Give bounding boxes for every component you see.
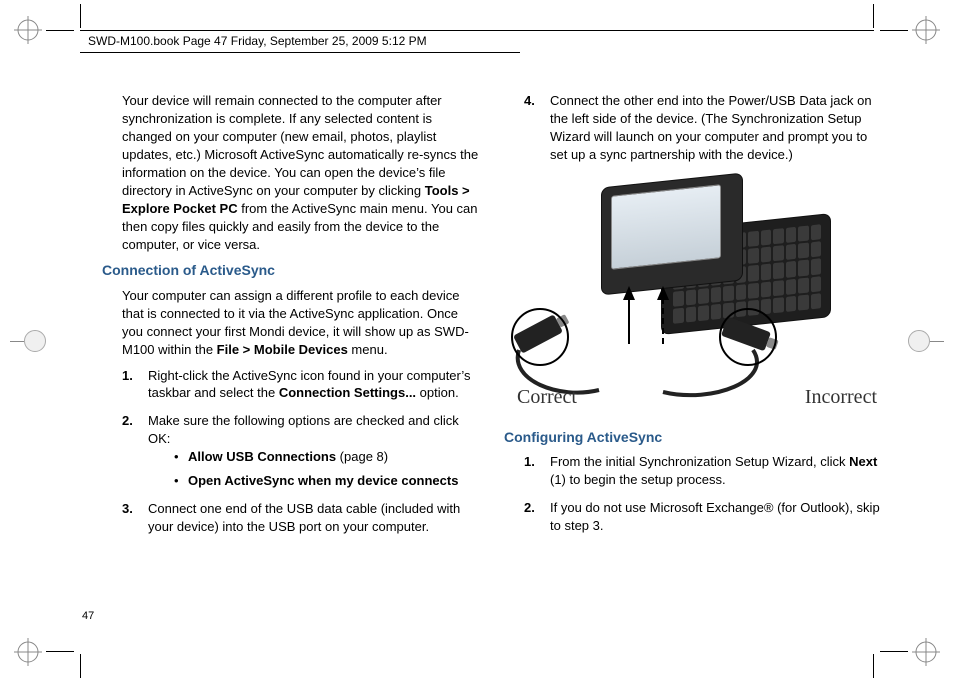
right-column: 4. Connect the other end into the Power/… xyxy=(504,92,884,545)
usb-connection-figure: Correct Incorrect xyxy=(505,174,883,414)
step-item: 2. Make sure the following options are c… xyxy=(122,412,482,490)
crop-ornament-tl xyxy=(14,16,42,44)
text: menu. xyxy=(348,342,388,357)
connection-paragraph: Your computer can assign a different pro… xyxy=(122,287,482,359)
option-name: Allow USB Connections xyxy=(188,449,336,464)
side-tick xyxy=(930,341,944,342)
option-item: Allow USB Connections (page 8) xyxy=(174,448,482,466)
option-item: Open ActiveSync when my device connects xyxy=(174,472,482,490)
step-number: 2. xyxy=(524,499,535,517)
device-icon xyxy=(601,180,835,330)
text: Make sure the following options are chec… xyxy=(148,413,459,446)
step-number: 1. xyxy=(524,453,535,471)
button-name: Next xyxy=(849,454,877,469)
connection-steps: 1. Right-click the ActiveSync icon found… xyxy=(122,367,482,537)
connection-steps-cont: 4. Connect the other end into the Power/… xyxy=(524,92,884,164)
crop-ornament-br xyxy=(912,638,940,666)
text: (1) to begin the setup process. xyxy=(550,472,726,487)
step-number: 4. xyxy=(524,92,535,110)
arrow-stem-dashed xyxy=(662,298,664,344)
side-tick xyxy=(10,341,24,342)
option-name: Connection Settings... xyxy=(279,385,416,400)
step-item: 2. If you do not use Microsoft Exchange®… xyxy=(524,499,884,535)
step-item: 1. From the initial Synchronization Setu… xyxy=(524,453,884,489)
text: (page 8) xyxy=(336,449,388,464)
arrow-stem xyxy=(628,298,630,344)
step-item: 3. Connect one end of the USB data cable… xyxy=(122,500,482,536)
crop-mark xyxy=(873,654,874,678)
crop-mark xyxy=(880,30,908,31)
section-heading-connection: Connection of ActiveSync xyxy=(102,261,482,280)
crop-mark xyxy=(880,651,908,652)
configuring-steps: 1. From the initial Synchronization Setu… xyxy=(524,453,884,535)
header-text: SWD-M100.book Page 47 Friday, September … xyxy=(88,34,427,48)
figure-label-incorrect: Incorrect xyxy=(805,384,877,412)
callout-circle-incorrect xyxy=(719,308,777,366)
side-register-left xyxy=(24,330,46,352)
text: Connect the other end into the Power/USB… xyxy=(550,93,872,162)
left-column: Your device will remain connected to the… xyxy=(102,92,482,546)
crop-mark xyxy=(46,30,74,31)
page-number: 47 xyxy=(82,610,94,622)
callout-circle-correct xyxy=(511,308,569,366)
text: If you do not use Microsoft Exchange® (f… xyxy=(550,500,880,533)
crop-mark xyxy=(80,654,81,678)
step-item: 1. Right-click the ActiveSync icon found… xyxy=(122,367,482,403)
crop-mark xyxy=(46,651,74,652)
text: Connect one end of the USB data cable (i… xyxy=(148,501,460,534)
crop-ornament-tr xyxy=(912,16,940,44)
step-item: 4. Connect the other end into the Power/… xyxy=(524,92,884,164)
options-list: Allow USB Connections (page 8) Open Acti… xyxy=(174,448,482,490)
intro-paragraph: Your device will remain connected to the… xyxy=(122,92,482,253)
crop-mark xyxy=(80,4,81,28)
crop-mark xyxy=(873,4,874,28)
header-rule-top xyxy=(80,30,874,31)
text: option. xyxy=(416,385,459,400)
text: From the initial Synchronization Setup W… xyxy=(550,454,849,469)
manual-page: SWD-M100.book Page 47 Friday, September … xyxy=(0,0,954,682)
section-heading-configuring: Configuring ActiveSync xyxy=(504,428,884,447)
step-number: 3. xyxy=(122,500,133,518)
side-register-right xyxy=(908,330,930,352)
step-number: 1. xyxy=(122,367,133,385)
step-number: 2. xyxy=(122,412,133,430)
crop-ornament-bl xyxy=(14,638,42,666)
figure-label-correct: Correct xyxy=(517,384,577,412)
menu-path: File > Mobile Devices xyxy=(217,342,348,357)
header-rule-bottom xyxy=(80,52,520,53)
option-name: Open ActiveSync when my device connects xyxy=(188,473,458,488)
